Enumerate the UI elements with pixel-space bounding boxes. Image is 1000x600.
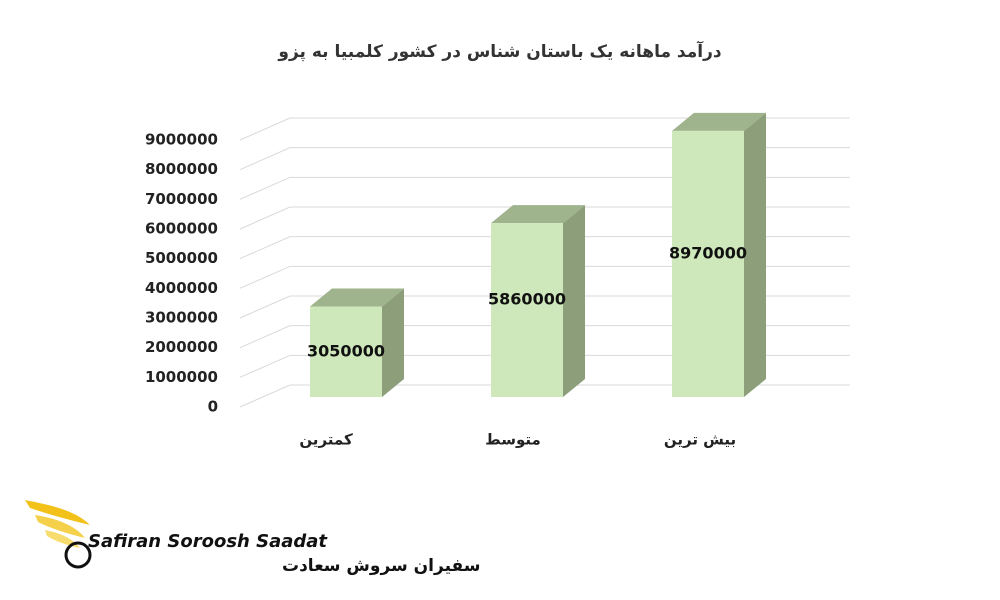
grid-line [239,117,850,141]
y-tick-label: 8000000 [145,160,218,178]
logo-swan [64,541,92,569]
logo-name-en: Safiran Soroosh Saadat [88,531,328,552]
y-tick-label: 9000000 [145,131,218,149]
bar-side [744,112,766,397]
y-tick-label: 0 [208,398,218,416]
grid-line [239,265,850,289]
logo-name-fa: سفیران سروش سعادت [282,556,480,576]
x-tick-label: متوسط [485,431,541,449]
grid-line [239,295,850,319]
grid-line [239,206,850,230]
bar-top [491,205,585,224]
y-tick-label: 6000000 [145,220,218,238]
data-label: 3050000 [307,341,385,360]
y-tick-label: 2000000 [145,338,218,356]
y-tick-label: 1000000 [145,368,218,386]
data-label: 8970000 [669,243,747,262]
data-label: 5860000 [488,290,566,309]
logo-wing [35,515,85,538]
bar [310,288,404,397]
grid-line [239,384,850,408]
grid-line [239,236,850,260]
grid-line [239,176,850,200]
logo: Safiran Soroosh Saadat سفیران سروش سعادت [25,500,480,576]
grid-line [239,354,850,378]
bar-side [563,205,585,397]
y-tick-label: 5000000 [145,249,218,267]
bar [491,205,585,397]
y-tick-label: 4000000 [145,279,218,297]
bar-top [310,288,404,307]
y-tick-label: 7000000 [145,190,218,208]
grid-line [239,325,850,349]
x-tick-label: کمترین [299,431,353,449]
bar [672,112,766,397]
chart-title: درآمد ماهانه یک باستان شناس در کشور کلمب… [277,40,721,62]
bar-side [382,288,404,397]
x-tick-label: بیش ترین [664,431,736,449]
bar-front [491,223,563,397]
bar-front [310,306,382,397]
logo-wing [25,500,90,525]
y-tick-label: 3000000 [145,309,218,327]
bar-front [672,130,744,397]
grid-line [239,147,850,171]
bar-top [672,112,766,131]
